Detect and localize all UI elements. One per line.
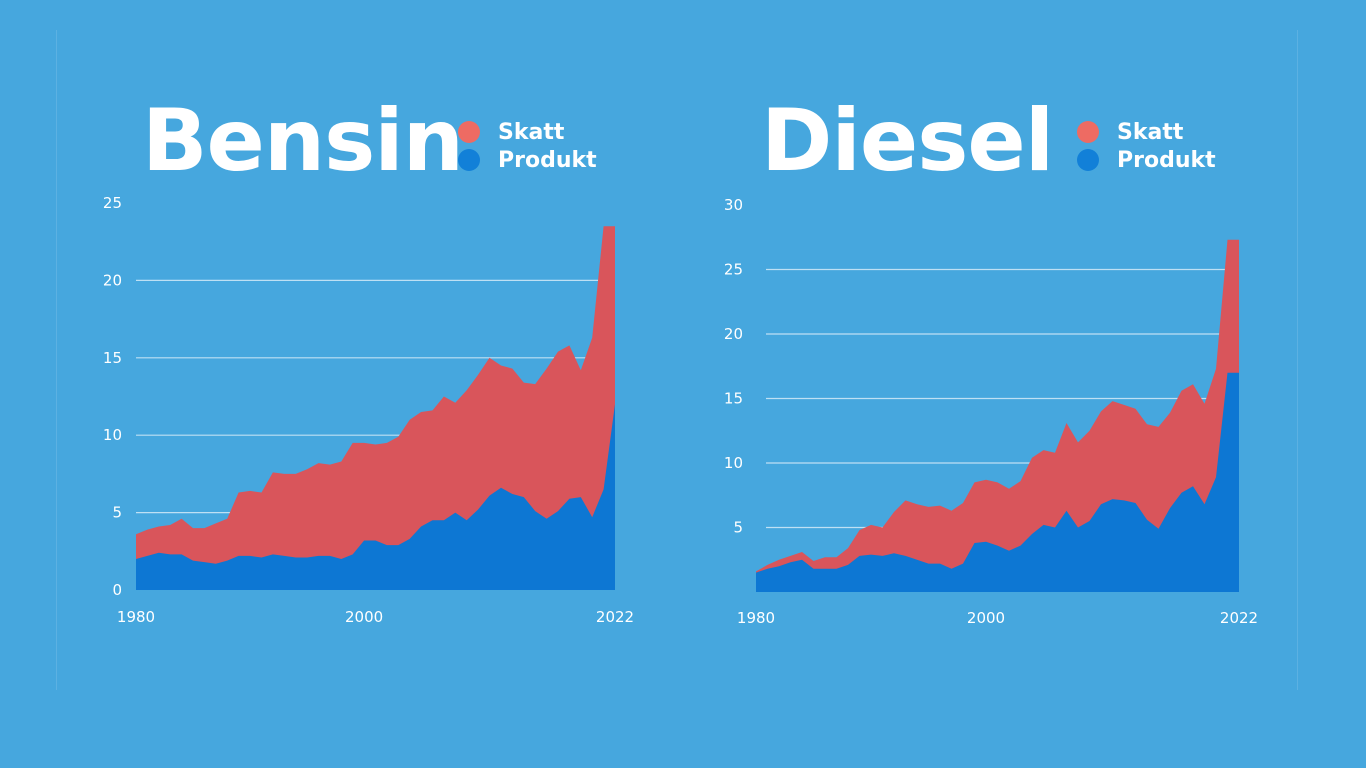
bensin-legend-produkt-label: Produkt: [498, 147, 597, 173]
bensin-legend-skatt: Skatt: [458, 118, 597, 146]
y-tick-label: 20: [724, 325, 743, 343]
y-tick-label: 25: [724, 261, 743, 279]
diesel-title: Diesel: [761, 91, 1054, 191]
x-tick-label: 2022: [1220, 609, 1258, 627]
diesel-legend-produkt: Produkt: [1077, 146, 1216, 174]
y-tick-label: 25: [103, 194, 122, 212]
y-tick-label: 20: [103, 271, 122, 289]
diesel-chart: 5 10 15 20 25 30 1980 2000 2022: [724, 196, 1258, 627]
diesel-legend-skatt: Skatt: [1077, 118, 1216, 146]
y-tick-label: 30: [724, 196, 743, 214]
x-tick-label: 1980: [737, 609, 775, 627]
y-tick-label: 15: [724, 390, 743, 408]
bensin-chart: 0 5 10 15 20 25 1980 2000 2022: [103, 194, 634, 626]
bensin-panel: Bensin Skatt Produkt 0 5 10 15 20 25 1980 2000 2…: [103, 91, 634, 626]
image-frame: [56, 30, 1298, 690]
x-tick-label: 1980: [117, 608, 155, 626]
produkt-swatch-icon: [1077, 149, 1099, 171]
bensin-legend-produkt: Produkt: [458, 146, 597, 174]
y-tick-label: 5: [112, 504, 122, 522]
bensin-legend: Skatt Produkt: [458, 118, 597, 174]
y-tick-label: 5: [733, 519, 743, 537]
x-tick-label: 2000: [967, 609, 1005, 627]
diesel-legend-produkt-label: Produkt: [1117, 147, 1216, 173]
y-tick-label: 10: [724, 454, 743, 472]
diesel-panel: Diesel Skatt Produkt 5 10 15 20 25 30 1980 2000…: [683, 0, 1366, 768]
produkt-area: [756, 372, 1239, 592]
y-tick-label: 10: [103, 426, 122, 444]
x-tick-label: 2022: [596, 608, 634, 626]
produkt-area: [136, 404, 615, 590]
y-tick-label: 15: [103, 349, 122, 367]
diesel-legend-skatt-label: Skatt: [1117, 119, 1184, 145]
x-tick-label: 2000: [345, 608, 383, 626]
skatt-swatch-icon: [458, 121, 480, 143]
bensin-title: Bensin: [142, 91, 464, 191]
y-tick-label: 0: [112, 581, 122, 599]
diesel-legend: Skatt Produkt: [1077, 118, 1216, 174]
produkt-swatch-icon: [458, 149, 480, 171]
skatt-swatch-icon: [1077, 121, 1099, 143]
bensin-legend-skatt-label: Skatt: [498, 119, 565, 145]
